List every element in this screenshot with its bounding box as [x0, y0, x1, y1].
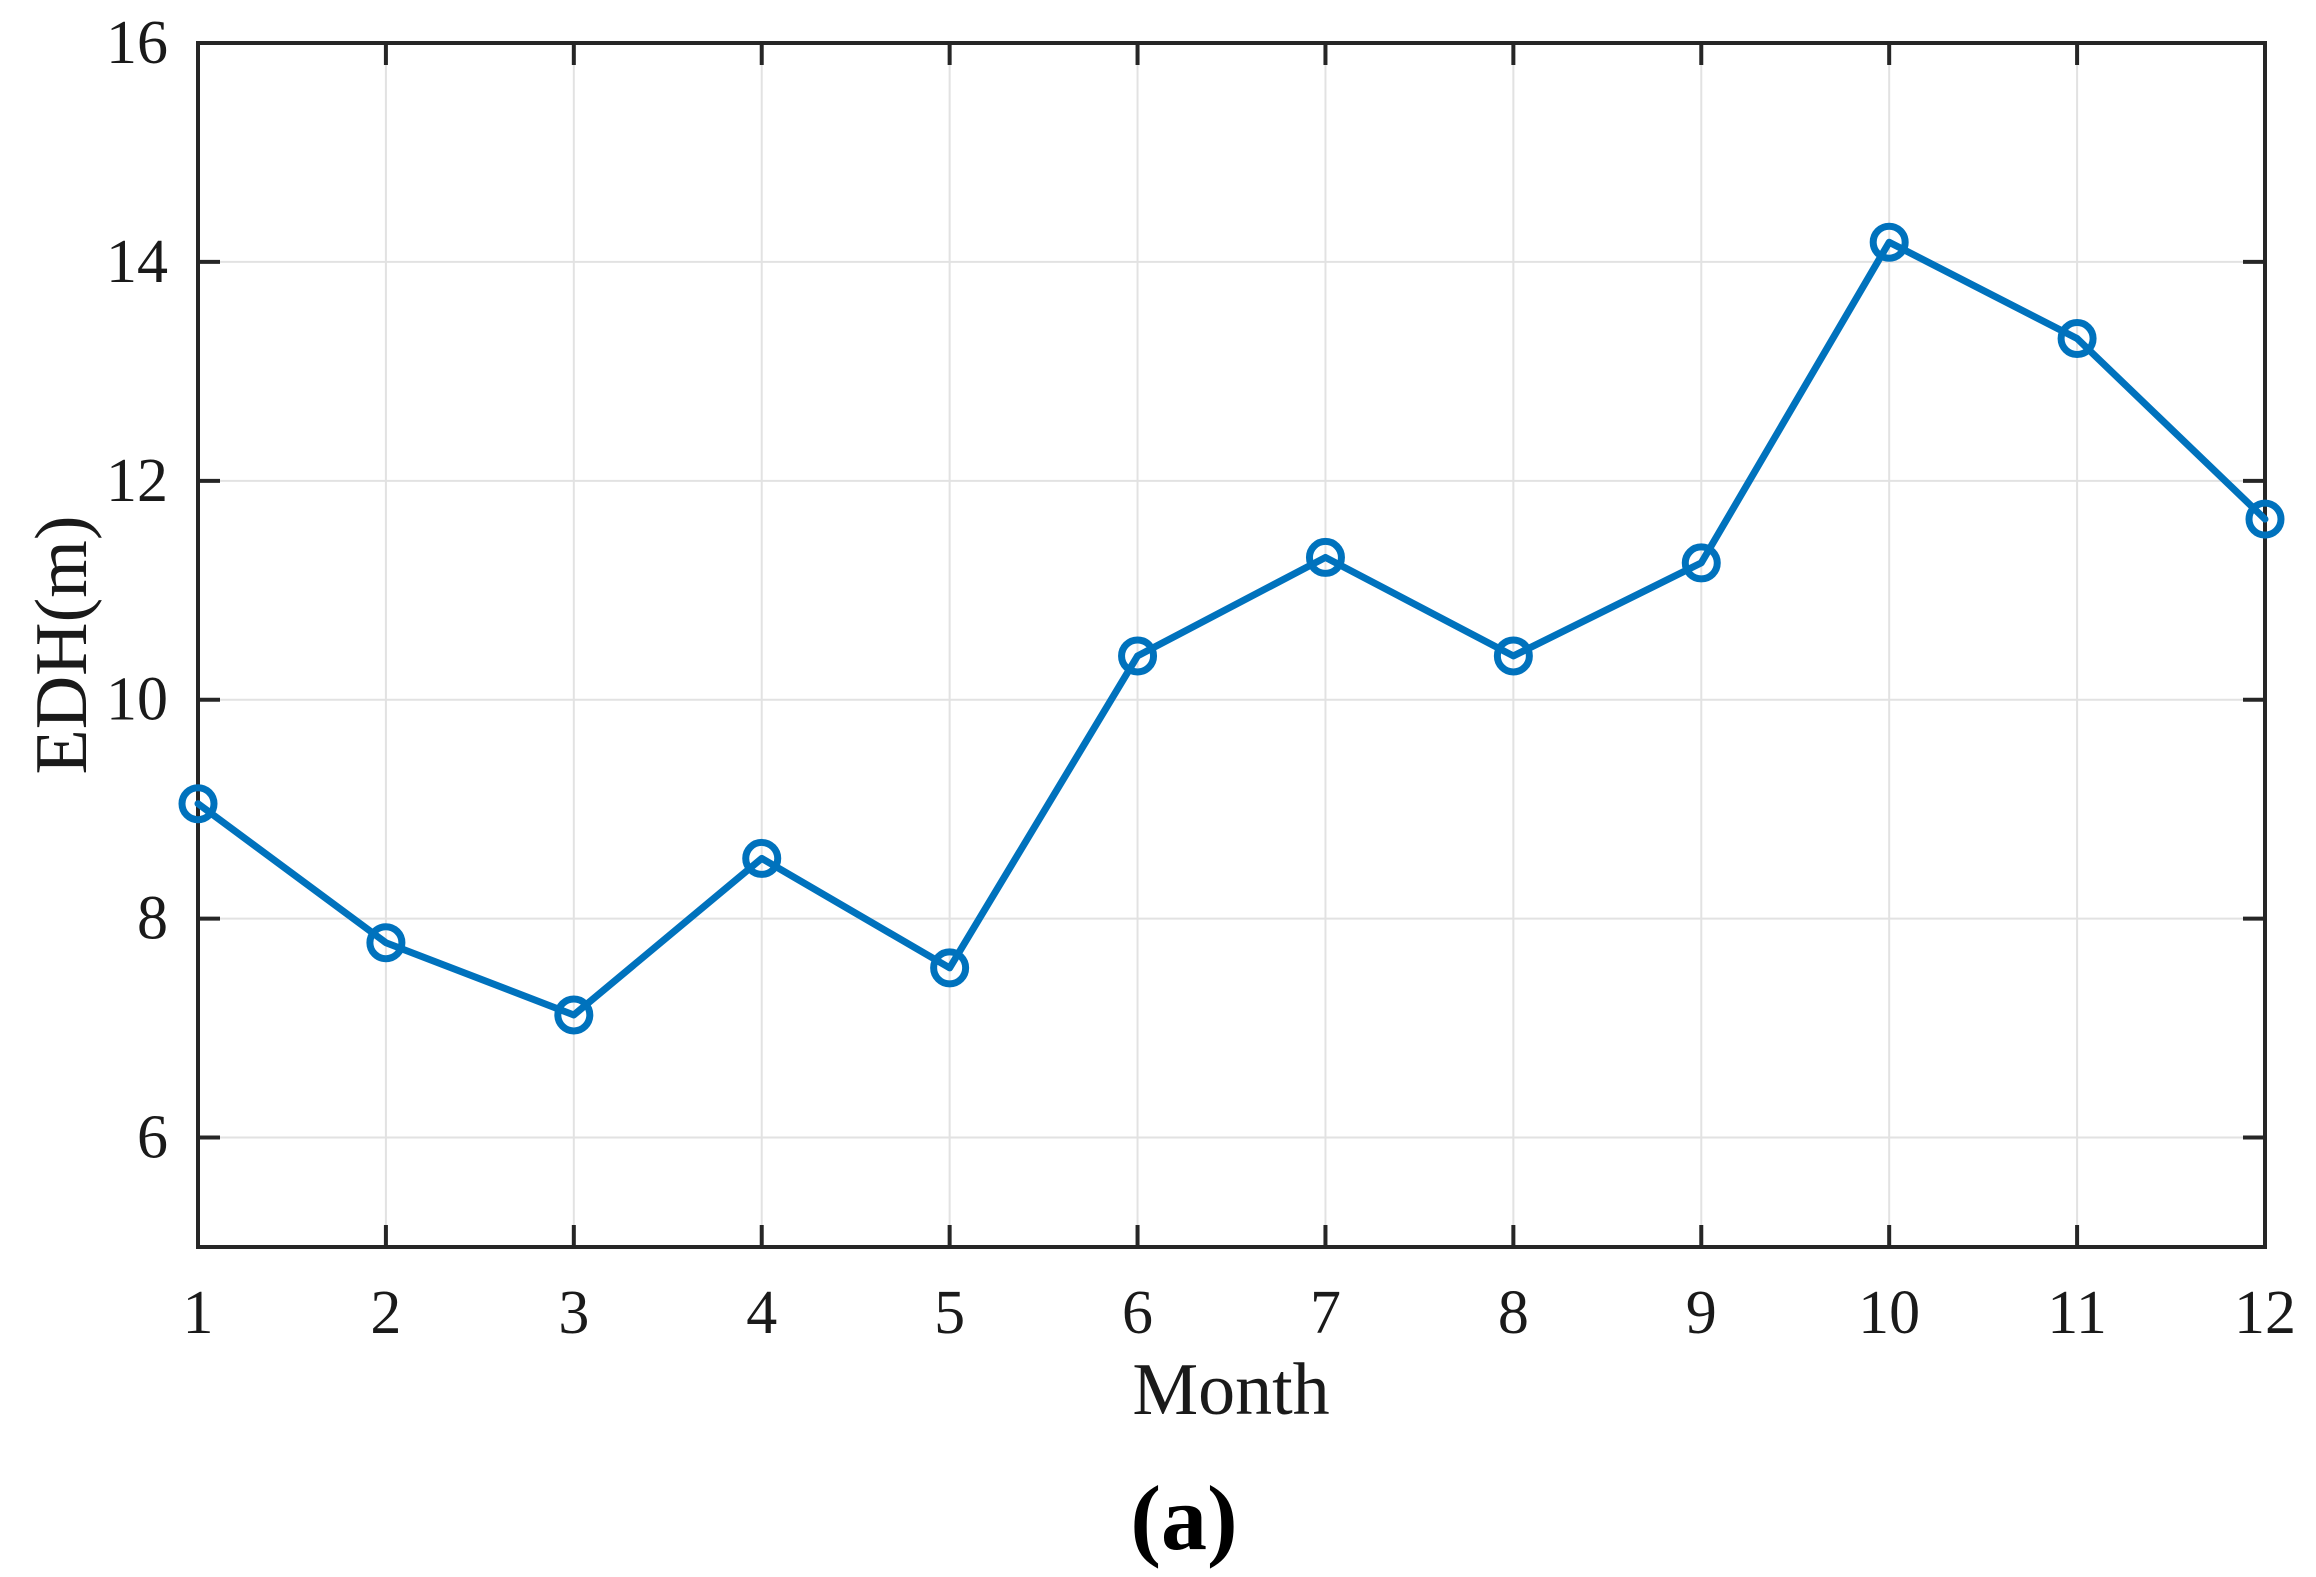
y-tick-label: 16: [106, 9, 168, 77]
data-point-marker: [1493, 636, 1533, 676]
data-point-marker: [742, 838, 782, 878]
x-tick-label: 1: [183, 1279, 214, 1347]
x-axis-label: Month: [1132, 1349, 1329, 1431]
y-tick-label: 8: [137, 885, 168, 953]
x-tick-label: 3: [558, 1279, 589, 1347]
data-point-marker: [178, 784, 218, 824]
data-point-marker: [2057, 319, 2097, 359]
data-point-marker: [1681, 543, 1721, 583]
x-tick-label: 5: [934, 1279, 965, 1347]
x-tick-label: 7: [1310, 1279, 1341, 1347]
data-point-marker: [554, 995, 594, 1035]
x-tick-label: 6: [1122, 1279, 1153, 1347]
edh-line-series: [194, 238, 2269, 1019]
series-layer: [178, 222, 2285, 1035]
axis-layer: [196, 41, 2267, 1249]
grid-layer: [198, 43, 2265, 1247]
y-tick-label: 12: [106, 447, 168, 515]
figure-caption: (a): [1130, 1467, 1237, 1569]
x-tick-label: 8: [1498, 1279, 1529, 1347]
x-tick-label: 4: [746, 1279, 777, 1347]
y-tick-label: 6: [137, 1104, 168, 1172]
x-tick-label: 10: [1858, 1279, 1920, 1347]
data-point-marker: [2245, 499, 2285, 539]
data-point-marker: [1118, 636, 1158, 676]
data-point-marker: [366, 923, 406, 963]
plot-area-border: [196, 41, 2267, 1249]
data-point-marker: [1869, 222, 1909, 262]
y-axis-label: EDH(m): [21, 516, 103, 775]
x-tick-label: 2: [370, 1279, 401, 1347]
y-tick-label: 14: [106, 228, 168, 296]
x-tick-label: 9: [1686, 1279, 1717, 1347]
x-tick-label: 12: [2234, 1279, 2296, 1347]
x-tick-label: 11: [2047, 1279, 2107, 1347]
data-point-marker: [1305, 537, 1345, 577]
data-point-marker: [930, 948, 970, 988]
y-tick-label: 10: [106, 666, 168, 734]
